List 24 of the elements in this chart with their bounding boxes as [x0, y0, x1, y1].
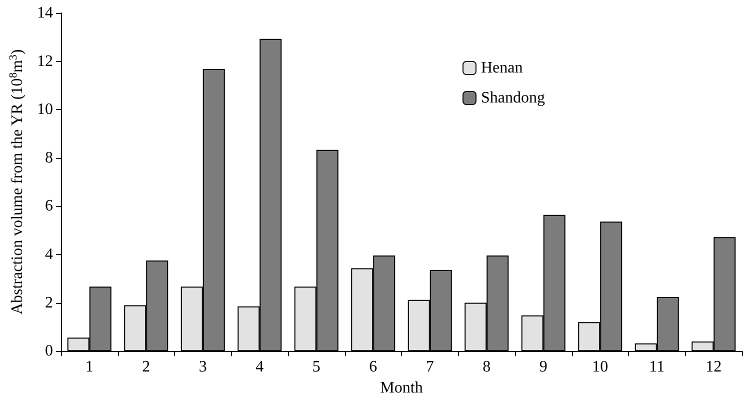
y-tick-label: 14: [37, 4, 53, 22]
y-tick-label: 0: [45, 342, 53, 360]
x-tick-label: 12: [706, 358, 722, 376]
x-tick-label: 1: [85, 358, 94, 376]
y-tick-label: 6: [45, 198, 53, 215]
y-tick-label: 8: [45, 149, 53, 166]
y-tick-label: 2: [45, 294, 53, 312]
x-tick-label: 9: [539, 358, 548, 376]
x-tick-label: 4: [256, 358, 264, 376]
x-tick-label: 5: [312, 358, 320, 376]
x-tick-label: 7: [426, 358, 434, 376]
y-tick-label: 12: [37, 52, 53, 70]
x-tick-label: 6: [369, 358, 378, 376]
y-tick-label: 4: [45, 246, 53, 263]
legend-label: Henan: [481, 60, 523, 76]
x-axis-title: Month: [380, 380, 423, 396]
x-tick-label: 10: [592, 358, 608, 376]
y-axis-title: Abstraction volume from the YR (108m3): [8, 49, 26, 315]
x-tick-label: 3: [198, 358, 207, 376]
x-tick-label: 11: [649, 358, 665, 376]
x-tick-label: 2: [142, 358, 150, 376]
y-tick-label: 10: [37, 101, 53, 118]
x-tick-label: 8: [482, 358, 491, 376]
legend-label: Shandong: [481, 90, 545, 106]
